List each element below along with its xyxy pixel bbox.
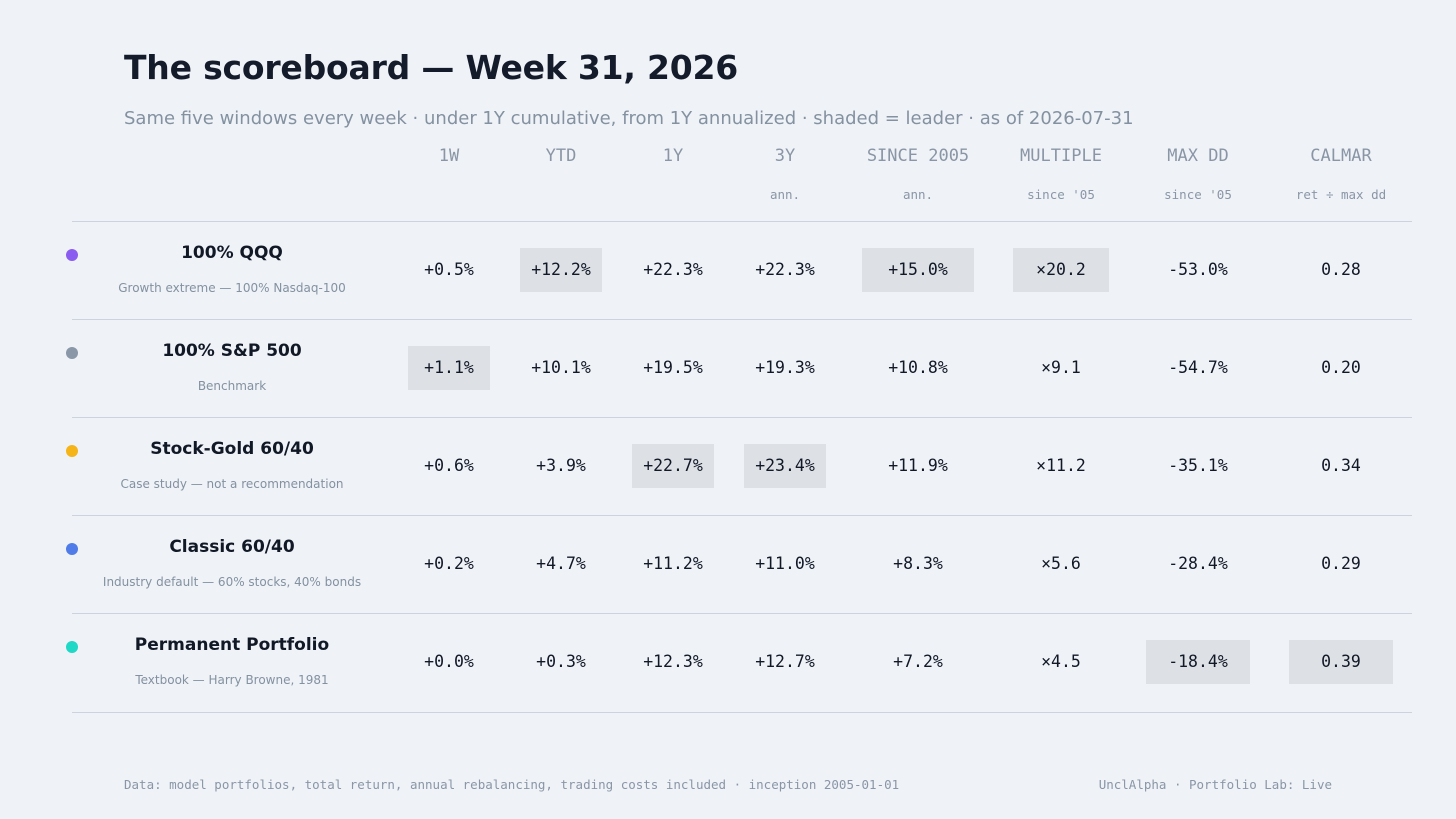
cell-1y: +12.3%: [643, 652, 703, 671]
cell-ytd: +0.3%: [536, 652, 586, 671]
portfolio-description: Industry default — 60% stocks, 40% bonds: [102, 575, 362, 589]
series-color-dot: [66, 445, 78, 457]
cell-since-2005: +10.8%: [888, 358, 948, 377]
cell-max-dd: -35.1%: [1168, 456, 1228, 475]
cell-ytd-leader: +12.2%: [520, 248, 602, 292]
cell-since-2005-leader: +15.0%: [862, 248, 974, 292]
portfolio-description: Benchmark: [197, 379, 267, 393]
column-header-1y: 1Y: [662, 146, 684, 166]
cell-multiple: ×4.5: [1041, 652, 1081, 671]
column-subheader-max-dd: since '05: [1164, 187, 1232, 202]
series-color-dot: [66, 543, 78, 555]
cell-max-dd: -53.0%: [1168, 260, 1228, 279]
cell-multiple: ×11.2: [1036, 456, 1086, 475]
portfolio-name: Classic 60/40: [169, 537, 295, 557]
portfolio-description: Textbook — Harry Browne, 1981: [135, 673, 329, 687]
cell-1w: +0.2%: [424, 554, 474, 573]
row-divider: [72, 515, 1412, 516]
series-color-dot: [66, 641, 78, 653]
cell-3y: +19.3%: [755, 358, 815, 377]
portfolio-description: Growth extreme — 100% Nasdaq-100: [118, 281, 346, 295]
cell-3y: +22.3%: [755, 260, 815, 279]
column-header-3y: 3Y: [774, 146, 796, 166]
row-divider: [72, 712, 1412, 713]
cell-3y-leader: +23.4%: [744, 444, 826, 488]
column-subheader-multiple: since '05: [1027, 187, 1095, 202]
page-subtitle: Same five windows every week · under 1Y …: [124, 108, 1134, 129]
cell-since-2005: +8.3%: [893, 554, 943, 573]
column-header-multiple: MULTIPLE: [1020, 146, 1102, 166]
cell-multiple-leader: ×20.2: [1013, 248, 1109, 292]
row-divider: [72, 319, 1412, 320]
cell-ytd: +4.7%: [536, 554, 586, 573]
column-subheader-since-2005: ann.: [902, 187, 934, 202]
row-divider: [72, 417, 1412, 418]
column-header-max-dd: MAX DD: [1167, 146, 1229, 166]
series-color-dot: [66, 249, 78, 261]
cell-since-2005: +11.9%: [888, 456, 948, 475]
cell-multiple: ×5.6: [1041, 554, 1081, 573]
column-header-ytd: YTD: [545, 146, 577, 166]
cell-calmar: 0.34: [1321, 456, 1361, 475]
series-color-dot: [66, 347, 78, 359]
column-subheader-calmar: ret ÷ max dd: [1295, 187, 1387, 202]
footer-brand: UnclAlpha · Portfolio Lab: Live: [1098, 777, 1332, 792]
cell-1y: +19.5%: [643, 358, 703, 377]
page-title: The scoreboard — Week 31, 2026: [124, 48, 739, 87]
cell-calmar: 0.20: [1321, 358, 1361, 377]
column-subheader-3y: ann.: [769, 187, 801, 202]
cell-1w: +0.0%: [424, 652, 474, 671]
cell-max-dd: -28.4%: [1168, 554, 1228, 573]
cell-max-dd-leader: -18.4%: [1146, 640, 1250, 684]
cell-1y: +22.3%: [643, 260, 703, 279]
cell-1y: +11.2%: [643, 554, 703, 573]
cell-ytd: +3.9%: [536, 456, 586, 475]
portfolio-name: 100% S&P 500: [162, 341, 302, 361]
column-header-calmar: CALMAR: [1310, 146, 1372, 166]
cell-max-dd: -54.7%: [1168, 358, 1228, 377]
cell-calmar-leader: 0.39: [1289, 640, 1393, 684]
portfolio-name: Permanent Portfolio: [134, 635, 330, 655]
cell-1w: +0.5%: [424, 260, 474, 279]
footer-source-note: Data: model portfolios, total return, an…: [124, 777, 900, 792]
column-header-since-2005: SINCE 2005: [866, 146, 970, 166]
cell-1w: +0.6%: [424, 456, 474, 475]
portfolio-description: Case study — not a recommendation: [120, 477, 344, 491]
cell-1y-leader: +22.7%: [632, 444, 714, 488]
cell-1w-leader: +1.1%: [408, 346, 490, 390]
cell-ytd: +10.1%: [531, 358, 591, 377]
portfolio-name: Stock-Gold 60/40: [150, 439, 314, 459]
cell-since-2005: +7.2%: [893, 652, 943, 671]
cell-multiple: ×9.1: [1041, 358, 1081, 377]
cell-calmar: 0.28: [1321, 260, 1361, 279]
row-divider: [72, 221, 1412, 222]
row-divider: [72, 613, 1412, 614]
cell-3y: +11.0%: [755, 554, 815, 573]
cell-3y: +12.7%: [755, 652, 815, 671]
cell-calmar: 0.29: [1321, 554, 1361, 573]
portfolio-name: 100% QQQ: [181, 243, 283, 263]
column-header-1w: 1W: [438, 146, 460, 166]
